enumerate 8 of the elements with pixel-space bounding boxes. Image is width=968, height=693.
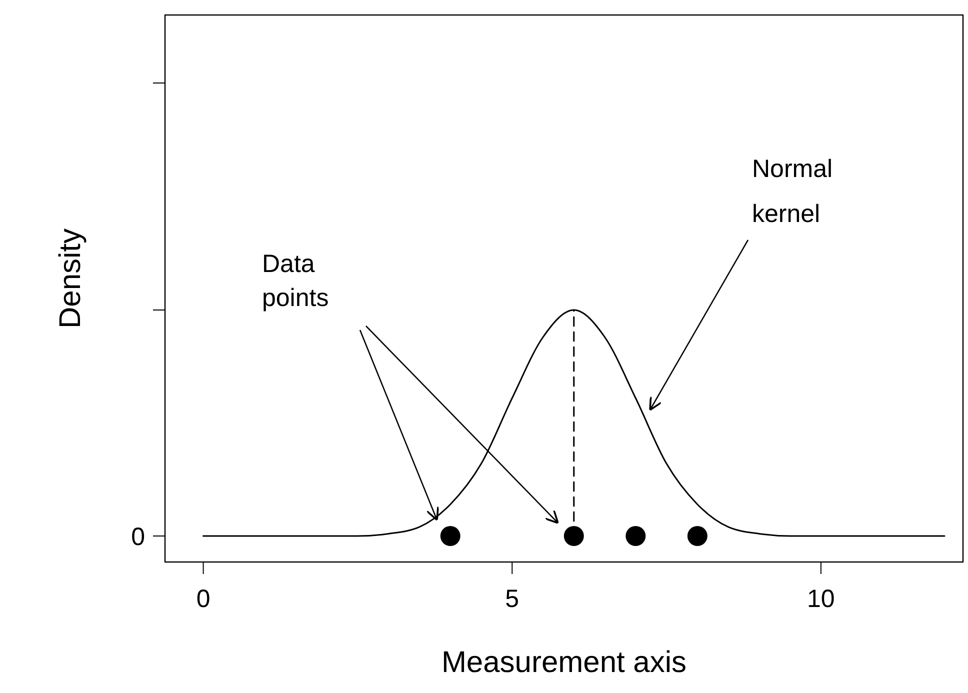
y-axis-title: Density [54, 228, 87, 329]
annotation: Data points [262, 250, 329, 312]
x-tick-label: 0 [196, 585, 210, 613]
text: 0 [131, 522, 145, 551]
x-tick-label: 10 [807, 585, 835, 613]
x-tick-label: 5 [505, 585, 520, 613]
x-axis-title: Measurement axis [441, 646, 687, 679]
text: Normal kernel [752, 155, 833, 228]
